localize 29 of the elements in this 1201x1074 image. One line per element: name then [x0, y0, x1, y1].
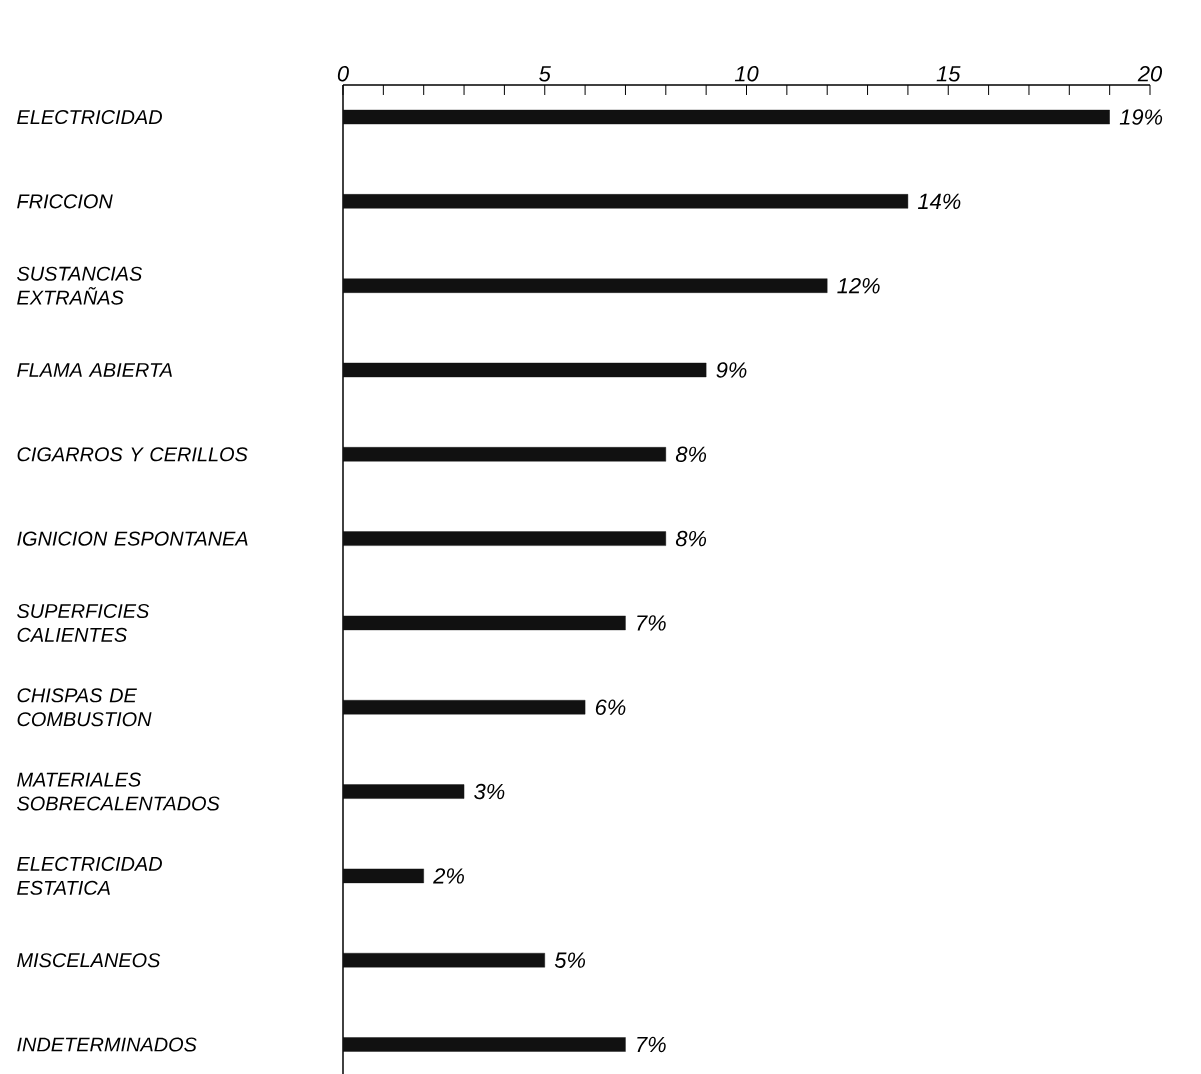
x-tick-label: 20: [1137, 65, 1163, 82]
y-tick-label: MATERIALES SOBRECALENTADOS: [17, 772, 220, 811]
x-tick-label: 15: [936, 66, 961, 82]
data-label: 2%: [433, 868, 464, 884]
x-tick-label: 10: [734, 65, 759, 82]
data-label: 7%: [637, 615, 666, 631]
y-tick-label: IGNICION ESPONTANEA: [17, 531, 248, 546]
data-label: 9%: [716, 362, 747, 378]
data-label: 8%: [675, 530, 707, 547]
data-label: 5%: [554, 952, 586, 968]
y-tick-label: FLAMA ABIERTA: [17, 363, 172, 377]
data-label: 8%: [675, 446, 707, 463]
data-label: 14%: [917, 193, 961, 210]
x-tick-label: 5: [539, 66, 551, 82]
y-tick-label: ELECTRICIDAD ESTATICA: [17, 856, 162, 895]
y-tick-label: ELECTRICIDAD: [17, 109, 162, 125]
data-label: 19%: [1119, 109, 1163, 125]
y-tick-label: INDETERMINADOS: [17, 1037, 197, 1052]
x-tick-label: 0: [337, 65, 349, 82]
data-label: 6%: [595, 699, 626, 716]
y-tick-label: CIGARROS Y CERILLOS: [17, 447, 248, 462]
data-label: 7%: [637, 1036, 666, 1053]
y-tick-label: FRICCION: [17, 194, 113, 209]
y-tick-label: CHISPAS DE COMBUSTION: [17, 688, 152, 727]
data-label: 12%: [837, 277, 880, 294]
y-tick-label: MISCELANEOS: [17, 953, 161, 968]
y-tick-label: SUSTANCIAS EXTRAÑAS: [17, 266, 143, 305]
y-tick-label: SUPERFICIES CALIENTES: [17, 603, 150, 642]
data-label: 3%: [474, 783, 505, 800]
